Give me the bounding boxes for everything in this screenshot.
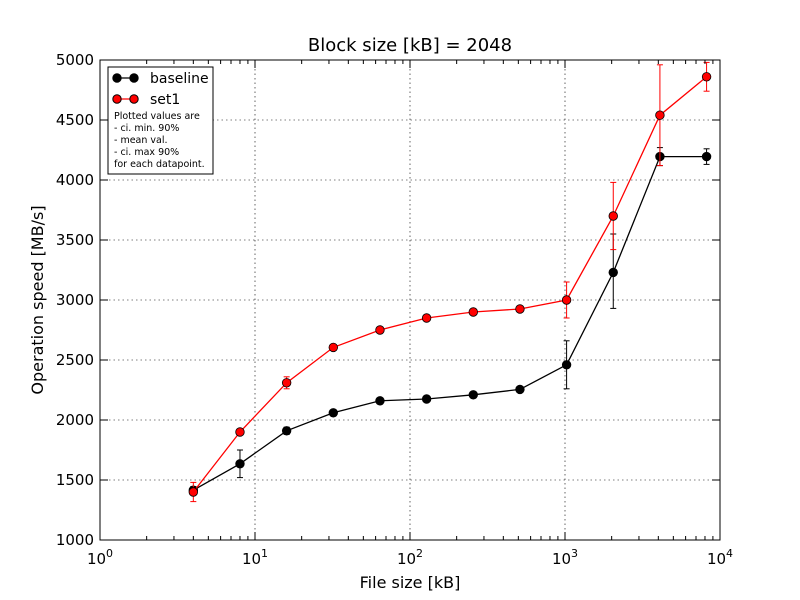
series-layer (188, 61, 712, 503)
data-point-set1 (655, 110, 665, 120)
data-point-baseline (701, 151, 712, 162)
data-point-set1 (608, 211, 618, 221)
legend-set1-marker (112, 94, 122, 104)
data-point-set1 (468, 307, 478, 317)
data-point-baseline (328, 408, 338, 418)
legend-note-line: - ci. min. 90% (114, 123, 179, 134)
data-point-baseline (235, 459, 245, 469)
legend-box (107, 66, 214, 175)
y-tick-label: 2500 (56, 351, 94, 369)
y-tick-label: 2000 (56, 411, 94, 429)
x-tick-label: 103 (552, 547, 578, 568)
data-point-set1 (328, 342, 338, 353)
data-point-baseline (561, 360, 572, 370)
y-tick-label: 5000 (56, 51, 94, 69)
legend-baseline-marker (112, 73, 122, 83)
ticks: 100 101 102 103 104 1000 1500 2000 2500 3000 3500 4… (56, 51, 733, 568)
x-axis-label: File size [kB] (360, 573, 461, 592)
legend-note-line: for each datapoint. (114, 159, 205, 170)
y-tick-label: 1500 (56, 471, 94, 489)
y-tick-label: 4500 (56, 111, 94, 129)
data-point-set1 (375, 325, 385, 335)
x-tick-label: 100 (87, 547, 113, 568)
data-point-baseline (468, 390, 478, 400)
y-tick-label: 3500 (56, 231, 94, 249)
legend: baseline set1 Plotted values are - ci. m… (107, 66, 214, 175)
data-point-set1 (188, 487, 199, 497)
legend-note-line: - ci. max 90% (114, 147, 179, 158)
x-tick-label: 101 (242, 547, 268, 568)
legend-set1-label: set1 (150, 92, 180, 108)
legend-baseline-label: baseline (150, 71, 209, 87)
data-point-set1 (561, 295, 572, 305)
data-point-baseline (515, 384, 525, 395)
data-point-set1 (235, 427, 245, 437)
legend-baseline-marker (129, 73, 139, 83)
legend-note: Plotted values are - ci. min. 90% - mean… (114, 111, 205, 170)
data-point-set1 (701, 72, 712, 82)
legend-set1-marker (129, 94, 139, 104)
data-point-baseline (421, 394, 432, 404)
data-point-baseline (281, 426, 292, 436)
series-line-set1 (192, 76, 707, 493)
legend-note-line: Plotted values are (114, 111, 200, 122)
chart-title: Block size [kB] = 2048 (308, 35, 512, 56)
data-point-set1 (281, 378, 292, 388)
data-point-set1 (515, 304, 525, 314)
y-tick-label: 4000 (56, 171, 94, 189)
data-point-set1 (421, 313, 432, 323)
y-axis-label: Operation speed [MB/s] (28, 205, 47, 394)
x-tick-label: 104 (707, 547, 733, 568)
legend-note-line: - mean val. (114, 135, 168, 146)
data-point-baseline (608, 267, 618, 278)
y-tick-label: 3000 (56, 291, 94, 309)
series-line-baseline (192, 155, 707, 491)
x-tick-label: 102 (397, 547, 423, 568)
y-tick-label: 1000 (56, 531, 94, 549)
data-point-baseline (375, 396, 385, 406)
